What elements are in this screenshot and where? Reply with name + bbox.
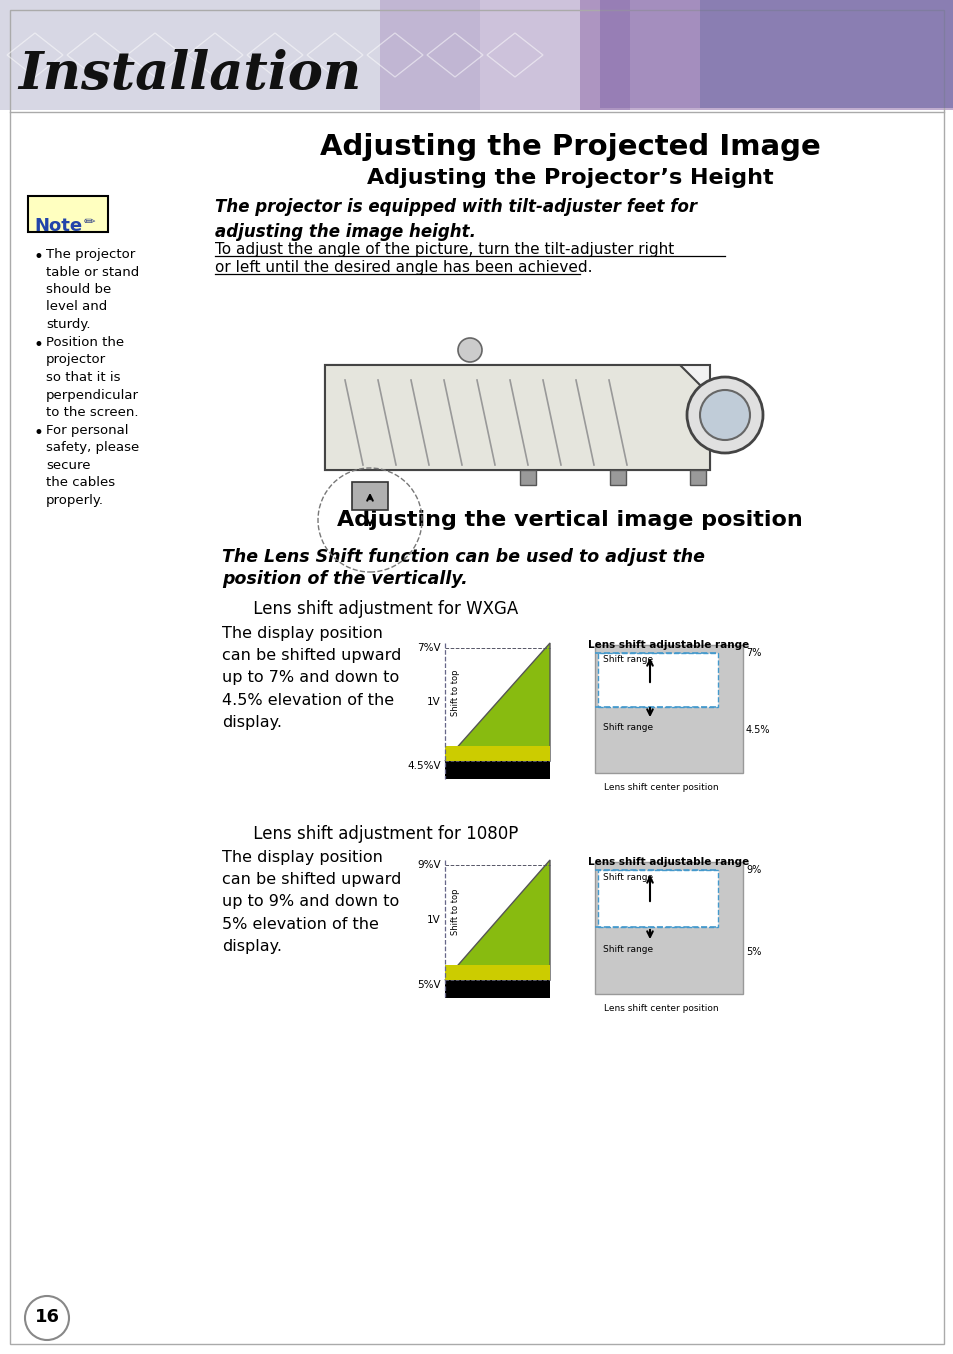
Text: Shift range: Shift range (602, 655, 653, 665)
Text: The projector is equipped with tilt-adjuster feet for
adjusting the image height: The projector is equipped with tilt-adju… (214, 198, 697, 241)
Bar (689, 470, 705, 485)
Text: The Lens Shift function can be used to adjust the: The Lens Shift function can be used to a… (222, 548, 704, 566)
Bar (609, 470, 625, 485)
Text: For personal
safety, please
secure
the cables
properly.: For personal safety, please secure the c… (46, 424, 139, 506)
Text: Lens shift center position: Lens shift center position (603, 783, 718, 792)
Text: 9%V: 9%V (416, 860, 440, 871)
Bar (595, 645, 742, 773)
Text: •: • (33, 424, 43, 441)
Text: Note: Note (34, 217, 82, 236)
Polygon shape (444, 860, 550, 980)
Text: ✏: ✏ (84, 215, 95, 229)
Text: Lens shift adjustment for WXGA: Lens shift adjustment for WXGA (248, 600, 517, 617)
Text: The display position
can be shifted upward
up to 7% and down to
4.5% elevation o: The display position can be shifted upwa… (222, 626, 401, 730)
Text: Position the
projector
so that it is
perpendicular
to the screen.: Position the projector so that it is per… (46, 336, 139, 418)
Bar (0, 0, 479, 110)
Bar (598, 653, 718, 707)
Text: 9%: 9% (745, 865, 760, 875)
Circle shape (457, 338, 481, 362)
Bar (595, 862, 742, 994)
Text: 4.5%V: 4.5%V (407, 761, 440, 770)
Text: 4.5%: 4.5% (745, 724, 770, 735)
Text: Lens shift adjustment for 1080P: Lens shift adjustment for 1080P (248, 825, 517, 844)
Text: Shift to top: Shift to top (451, 670, 459, 716)
Bar (444, 761, 550, 779)
Text: Lens shift adjustable range: Lens shift adjustable range (588, 857, 749, 867)
Bar (700, 0, 953, 108)
Text: 1V: 1V (427, 915, 440, 925)
Bar (579, 0, 953, 110)
Bar (325, 366, 709, 470)
Text: 7%V: 7%V (416, 643, 440, 653)
Bar (519, 470, 536, 485)
Polygon shape (325, 366, 709, 470)
Text: Lens shift adjustable range: Lens shift adjustable range (588, 640, 749, 650)
Text: Installation: Installation (18, 50, 361, 100)
Polygon shape (444, 746, 550, 761)
Circle shape (686, 376, 762, 454)
Text: The display position
can be shifted upward
up to 9% and down to
5% elevation of : The display position can be shifted upwa… (222, 850, 401, 953)
Bar (352, 482, 388, 510)
Circle shape (25, 1296, 69, 1340)
Text: or left until the desired angle has been achieved.: or left until the desired angle has been… (214, 260, 592, 275)
Bar (444, 980, 550, 998)
Text: •: • (33, 336, 43, 353)
Text: Adjusting the Projector’s Height: Adjusting the Projector’s Height (366, 168, 773, 188)
Polygon shape (444, 965, 550, 980)
Text: 5%: 5% (745, 946, 760, 957)
Text: Shift range: Shift range (602, 723, 653, 731)
Text: The projector
table or stand
should be
level and
sturdy.: The projector table or stand should be l… (46, 248, 139, 330)
Bar (598, 871, 718, 927)
Text: Adjusting the Projected Image: Adjusting the Projected Image (319, 133, 820, 161)
Circle shape (700, 390, 749, 440)
Bar (379, 0, 629, 110)
Text: Adjusting the vertical image position: Adjusting the vertical image position (336, 510, 802, 529)
Text: To adjust the angle of the picture, turn the tilt-adjuster right: To adjust the angle of the picture, turn… (214, 242, 674, 257)
Text: 16: 16 (34, 1308, 59, 1326)
Text: 1V: 1V (427, 697, 440, 707)
Text: position of the vertically.: position of the vertically. (222, 570, 467, 588)
Text: 5%V: 5%V (416, 980, 440, 990)
Text: •: • (33, 248, 43, 265)
Text: Shift range: Shift range (602, 945, 653, 953)
Text: Shift range: Shift range (602, 872, 653, 881)
Bar (599, 0, 953, 108)
Polygon shape (444, 643, 550, 761)
Text: Shift to top: Shift to top (451, 888, 459, 936)
Bar (28, 196, 108, 232)
Text: Lens shift center position: Lens shift center position (603, 1005, 718, 1013)
Text: 7%: 7% (745, 649, 760, 658)
